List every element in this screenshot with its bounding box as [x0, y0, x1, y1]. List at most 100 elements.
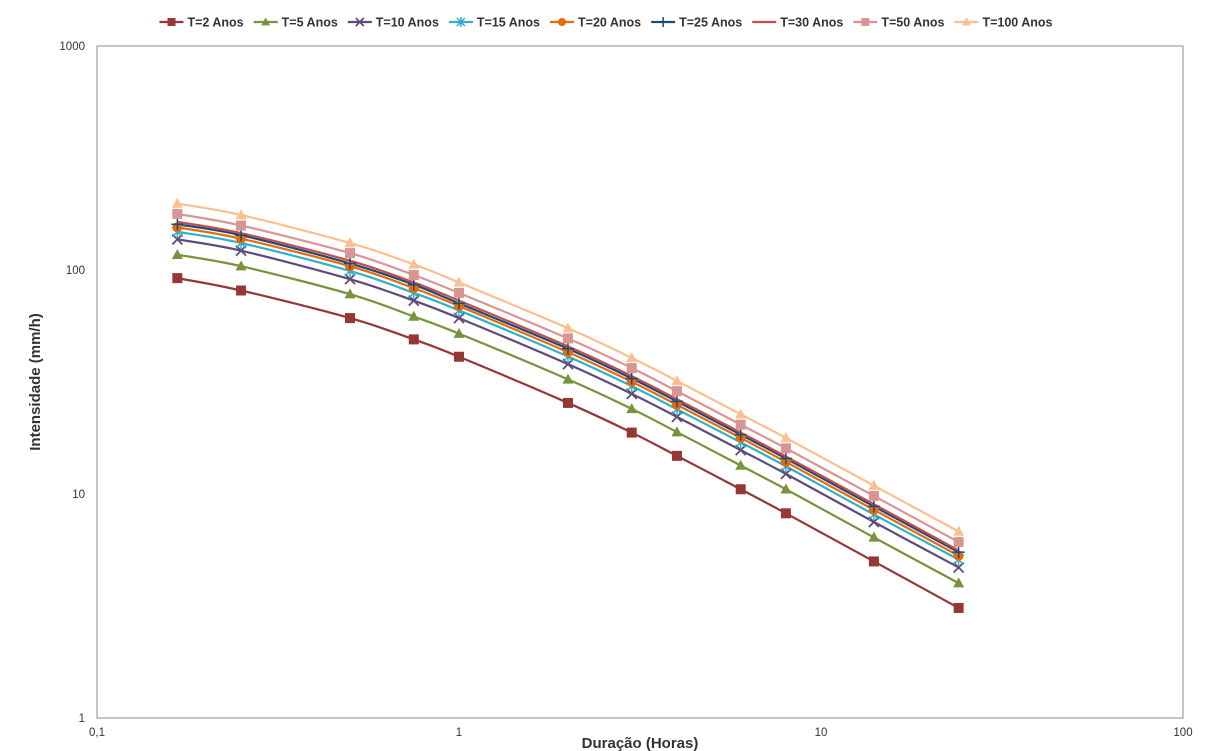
data-point [171, 197, 183, 208]
data-point [408, 334, 419, 345]
plot-border [96, 45, 1184, 719]
data-point [780, 483, 792, 494]
legend-item: T=2 Anos [159, 16, 244, 30]
data-point [671, 450, 682, 461]
data-point [734, 428, 747, 441]
legend-label: T=15 Anos [477, 16, 540, 30]
data-point [626, 363, 637, 374]
data-point [407, 278, 420, 291]
series-marker-group [171, 248, 965, 588]
legend-item: T=50 Anos [853, 16, 944, 30]
data-point [671, 426, 683, 437]
data-point [562, 373, 574, 384]
data-point [868, 479, 880, 490]
data-point [345, 313, 356, 324]
legend-label: T=100 Anos [982, 16, 1052, 30]
x-axis-label: Duração (Horas) [582, 735, 699, 751]
data-point [561, 342, 574, 355]
legend-marker [167, 18, 176, 26]
data-point [235, 260, 247, 271]
legend-label: T=2 Anos [187, 16, 243, 30]
legend-marker [861, 18, 870, 26]
legend-label: T=50 Anos [881, 16, 944, 30]
data-point [344, 273, 356, 285]
y-tick-label: 1000 [59, 41, 85, 53]
series-line [177, 277, 960, 609]
data-point [236, 220, 247, 231]
series-line [177, 253, 960, 585]
series-line [177, 226, 960, 557]
data-point [235, 229, 248, 242]
legend-label: T=20 Anos [578, 16, 641, 30]
data-point [868, 490, 879, 501]
x-tick-label: 10 [815, 727, 828, 739]
series-line [177, 202, 960, 533]
data-point [171, 218, 184, 231]
series-marker-group [171, 218, 965, 559]
data-point [953, 577, 965, 588]
series-line [177, 223, 960, 554]
data-point [344, 288, 356, 299]
legend-item: T=10 Anos [347, 16, 439, 30]
data-point [562, 322, 574, 333]
legend-marker [962, 17, 971, 26]
data-point [454, 351, 464, 362]
data-point [735, 459, 747, 470]
data-point [780, 443, 791, 454]
data-point [453, 327, 465, 338]
y-tick-labels: 1 10 100 1000 [59, 41, 85, 725]
data-point [735, 444, 747, 456]
y-axis-label: Intensidade (mm/h) [27, 313, 44, 451]
legend-label: T=30 Anos [780, 16, 843, 30]
legend-item: T=5 Anos [253, 16, 338, 30]
y-tick-label: 1 [79, 713, 85, 725]
legend: T=2 Anos T=5 Anos T=10 Anos T=15 Anos T=20 A… [159, 16, 1053, 30]
legend-marker [261, 17, 271, 26]
legend-item: T=100 Anos [954, 16, 1053, 30]
series-line [177, 238, 960, 569]
data-point [172, 273, 183, 284]
data-point [236, 285, 247, 296]
series-line [177, 220, 960, 552]
data-point [867, 500, 880, 513]
legend-item: T=25 Anos [651, 16, 742, 30]
data-point [952, 561, 965, 574]
data-point [780, 432, 792, 443]
data-point [625, 372, 638, 385]
series-marker-group [172, 208, 964, 548]
data-point [453, 297, 465, 310]
legend-item: T=20 Anos [550, 16, 641, 30]
series-marker-group [172, 273, 964, 613]
legend-label: T=10 Anos [376, 16, 439, 30]
data-point [454, 287, 464, 298]
legend-label: T=25 Anos [679, 16, 742, 30]
data-point [670, 395, 683, 408]
series-line [177, 230, 960, 561]
data-point [562, 333, 573, 344]
series-marker-group [171, 197, 965, 536]
y-tick-label: 100 [66, 265, 85, 277]
data-point [868, 556, 879, 567]
data-point [953, 525, 965, 536]
legend-marker [558, 18, 567, 26]
data-point [345, 248, 356, 259]
data-point [735, 408, 747, 419]
series-markers [171, 197, 965, 613]
x-tick-label: 100 [1173, 727, 1192, 739]
data-point [562, 397, 573, 408]
data-point [952, 546, 965, 559]
y-tick-label: 10 [72, 489, 85, 501]
legend-item: T=15 Anos [448, 16, 540, 30]
data-point [408, 310, 420, 321]
data-point [953, 602, 964, 613]
data-point [780, 508, 791, 519]
data-point [671, 375, 683, 386]
x-tick-labels: 0,1 1 10 100 [89, 727, 1193, 739]
data-point [953, 537, 964, 548]
legend-label: T=5 Anos [282, 16, 338, 30]
data-point [408, 269, 419, 280]
legend-marker [355, 17, 365, 27]
data-point [868, 531, 880, 542]
series-lines [177, 202, 960, 609]
